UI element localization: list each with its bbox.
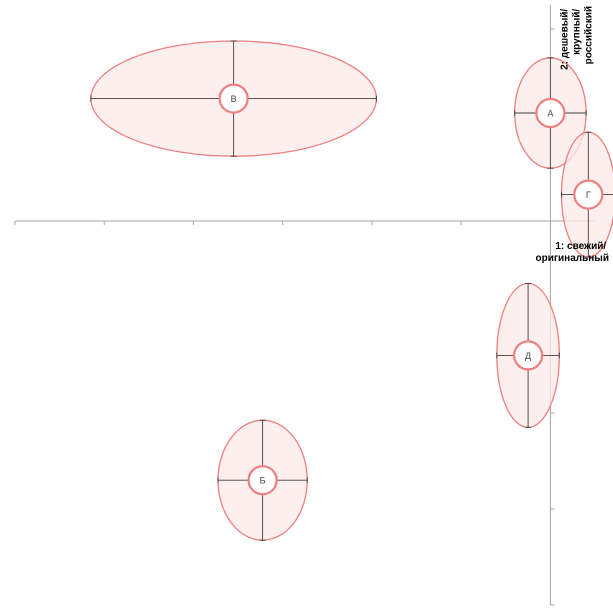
point-label: Д bbox=[525, 351, 531, 361]
y-axis-label: 2: дешевый/ крупный/ российский bbox=[559, 6, 594, 70]
point-marker bbox=[247, 465, 278, 496]
data-point: Г bbox=[560, 131, 613, 258]
data-points: А Б В Г Д bbox=[90, 40, 613, 541]
point-label: А bbox=[547, 109, 553, 119]
data-point: В bbox=[90, 40, 378, 157]
point-label: Б bbox=[260, 476, 266, 486]
x-axis-label-line-2: оригинальный bbox=[535, 253, 609, 264]
x-axis-label: 1: свежий/ оригинальный bbox=[535, 241, 609, 264]
data-point: Д bbox=[496, 282, 560, 429]
data-point: Б bbox=[217, 419, 308, 541]
point-label: В bbox=[231, 94, 237, 104]
point-label: Г bbox=[586, 190, 591, 200]
y-axis-label-line-2: крупный/ bbox=[571, 9, 582, 55]
data-point: А bbox=[514, 57, 587, 169]
point-marker bbox=[573, 179, 604, 210]
y-axis-label-line-3: российский bbox=[583, 6, 594, 64]
point-marker bbox=[512, 340, 544, 371]
y-axis-label-line-1: 2: дешевый/ bbox=[559, 9, 570, 70]
x-axis-label-line-1: 1: свежий/ bbox=[555, 241, 606, 252]
point-marker bbox=[218, 83, 249, 114]
point-marker bbox=[535, 97, 566, 129]
